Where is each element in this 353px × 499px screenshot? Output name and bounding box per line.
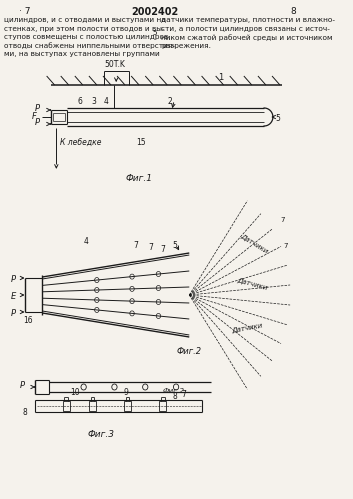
Text: сти, а полости цилиндров связаны с источ-: сти, а полости цилиндров связаны с источ… [161,25,330,31]
Text: 16: 16 [23,316,32,325]
Text: стенках, при этом полости отводов и вы-: стенках, при этом полости отводов и вы- [4,25,165,31]
Text: 50T.K: 50T.K [105,60,126,69]
Text: 7: 7 [280,217,285,223]
Bar [124,401,131,411]
Text: 8: 8 [23,408,28,417]
Text: P: P [11,309,16,318]
Text: 2002402: 2002402 [131,7,179,17]
Text: 7: 7 [283,243,288,249]
Text: 7: 7 [148,243,153,252]
Bar [159,401,166,411]
Text: Фиг.2: Фиг.2 [163,388,185,394]
Text: ступов совмещены с полостью цилиндров,: ступов совмещены с полостью цилиндров, [4,34,171,40]
Text: 7: 7 [181,390,186,399]
Text: P: P [19,382,24,391]
Text: 8: 8 [173,392,177,401]
Text: разрежения.: разрежения. [161,42,211,48]
Text: 5: 5 [276,114,280,123]
Text: 15: 15 [137,138,146,147]
Text: К лебедке: К лебедке [60,138,101,147]
Text: 4: 4 [84,237,89,246]
Text: 7: 7 [134,241,139,250]
Text: E: E [11,292,16,301]
Text: Фиг.2: Фиг.2 [176,347,201,356]
Text: P: P [11,275,16,284]
Text: 1: 1 [218,73,223,82]
Text: ником сжатой рабочей среды и источником: ником сжатой рабочей среды и источником [161,34,333,41]
Text: 5: 5 [153,30,157,36]
Text: 5: 5 [173,241,178,250]
Text: датчики температуры, плотности и влажно-: датчики температуры, плотности и влажно- [161,17,335,23]
Text: P: P [35,103,40,112]
Text: 10: 10 [71,388,80,397]
Text: Фиг.3: Фиг.3 [88,430,115,439]
Text: 9: 9 [123,388,128,397]
Text: отводы снабжены ниппельными отверстия-: отводы снабжены ниппельными отверстия- [4,42,175,49]
Text: 7: 7 [160,245,165,254]
Text: 6: 6 [77,97,82,106]
Text: 2: 2 [167,97,172,106]
Text: P: P [35,117,40,127]
Text: 4: 4 [104,97,109,106]
Text: Датчики: Датчики [239,233,269,255]
Text: Датчики: Датчики [232,323,263,334]
Text: F: F [32,111,37,120]
Bar [89,401,96,411]
Text: Фиг.1: Фиг.1 [126,174,152,183]
Bar [62,401,70,411]
Text: Датчики: Датчики [236,277,268,291]
Text: 8: 8 [291,7,296,16]
Text: ми, на выступах установлены группами: ми, на выступах установлены группами [4,51,160,57]
Text: цилиндров, и с отводами и выступами на: цилиндров, и с отводами и выступами на [4,17,166,23]
Text: · 7: · 7 [19,7,31,16]
Text: 3: 3 [91,97,96,106]
